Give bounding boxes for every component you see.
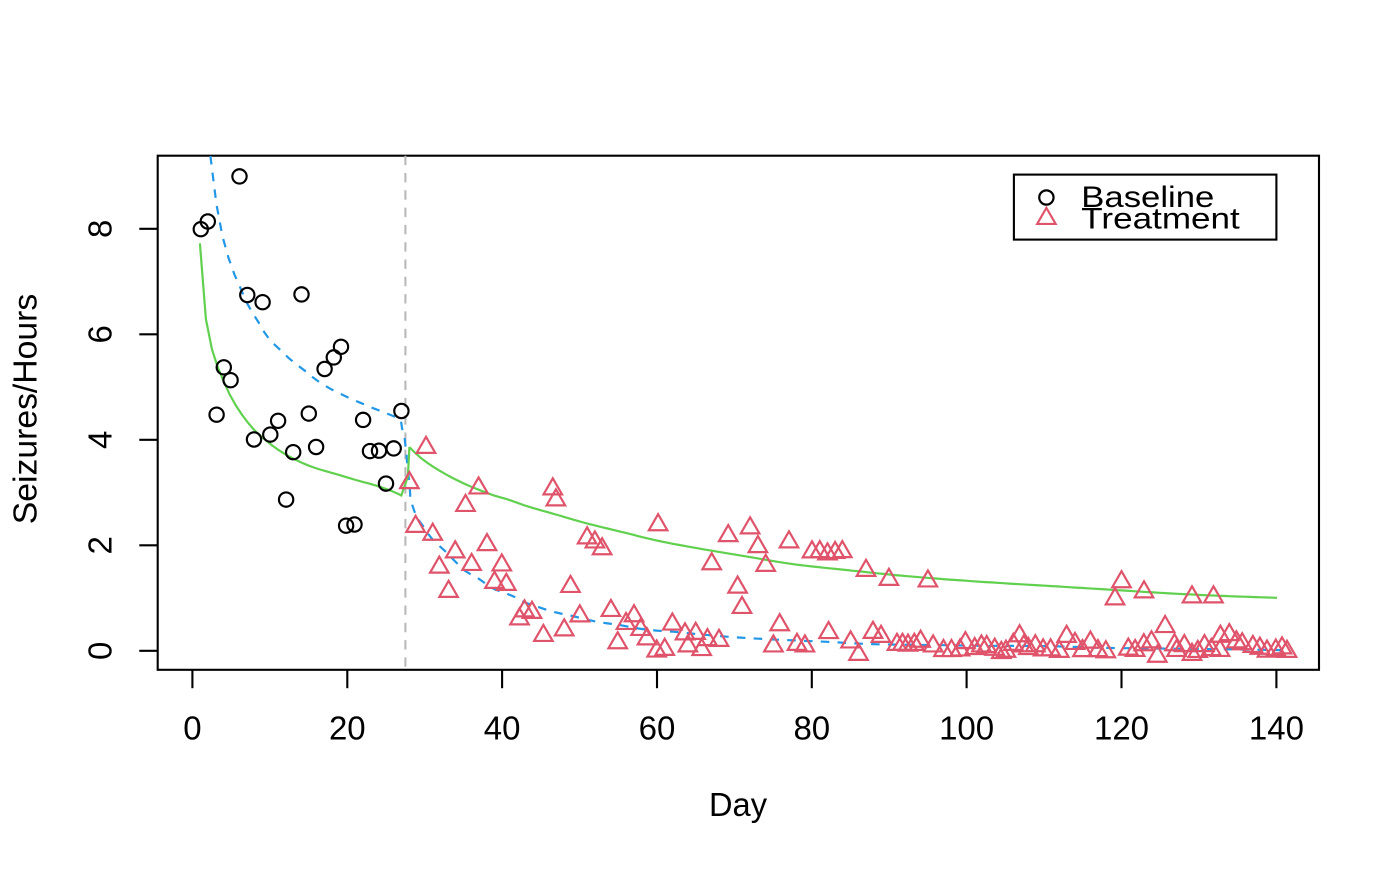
svg-text:2: 2 <box>82 536 119 554</box>
svg-text:Baseline: Baseline <box>1081 181 1214 214</box>
svg-text:140: 140 <box>1249 710 1304 747</box>
svg-text:0: 0 <box>183 710 201 747</box>
svg-text:Treatment: Treatment <box>1081 203 1240 236</box>
svg-text:120: 120 <box>1094 710 1149 747</box>
svg-text:80: 80 <box>793 710 830 747</box>
svg-text:6: 6 <box>82 325 119 343</box>
svg-text:4: 4 <box>82 431 119 449</box>
svg-text:100: 100 <box>939 710 994 747</box>
svg-text:20: 20 <box>329 710 366 747</box>
svg-text:60: 60 <box>639 710 676 747</box>
svg-text:40: 40 <box>484 710 521 747</box>
svg-text:Seizures/Hours: Seizures/Hours <box>7 294 44 525</box>
svg-text:0: 0 <box>82 642 119 660</box>
svg-text:8: 8 <box>82 220 119 238</box>
svg-text:Day: Day <box>709 786 767 823</box>
